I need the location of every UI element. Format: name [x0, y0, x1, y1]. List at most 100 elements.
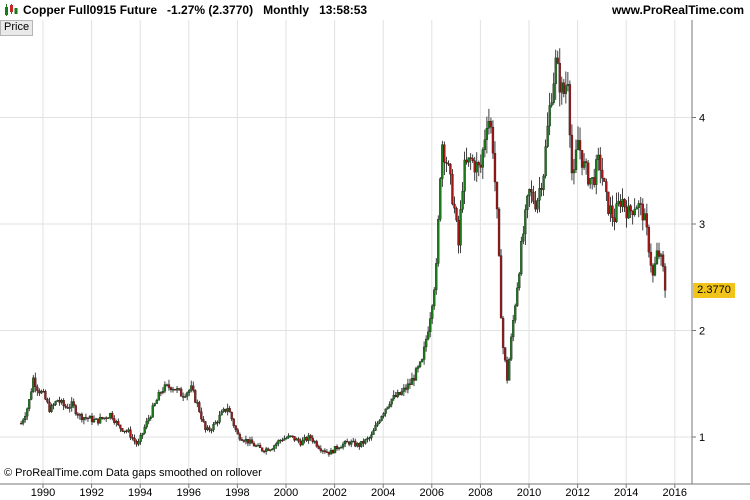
candle-body — [611, 205, 614, 219]
candle-body — [48, 401, 51, 412]
candle-body — [94, 418, 98, 420]
candle-body — [536, 200, 539, 210]
candle-body — [356, 443, 359, 447]
candle-body — [601, 169, 604, 179]
candle-body — [473, 160, 476, 173]
candle-body — [631, 210, 634, 216]
candle-body — [337, 447, 341, 450]
time-axis: 1990 1992 1994 1996 1998 2000 2002 2004 2006 2008… — [31, 484, 687, 499]
candle-body — [206, 427, 209, 430]
candle-body — [360, 441, 363, 447]
candle-body — [131, 437, 134, 439]
candle-body — [24, 416, 27, 421]
candle-body — [548, 105, 551, 127]
candle-body — [135, 440, 138, 445]
candle-body — [568, 84, 572, 136]
candle-body — [552, 83, 555, 103]
chart-grid — [0, 20, 692, 484]
candle-body — [534, 201, 537, 210]
candle-body — [449, 164, 452, 175]
candle-body — [651, 265, 655, 276]
candle-body — [641, 203, 644, 221]
candle-body — [277, 440, 280, 444]
price-panel-tab[interactable]: Price — [0, 20, 34, 36]
candle-body — [285, 437, 288, 440]
candle-body — [437, 219, 440, 264]
candle-body — [404, 387, 408, 390]
candle-body — [643, 213, 646, 221]
candle-body — [605, 181, 608, 193]
candle-body — [558, 62, 561, 93]
candle-body — [222, 408, 225, 412]
candle-body — [258, 444, 262, 448]
candle-body — [362, 441, 365, 444]
candle-body — [143, 426, 146, 434]
candle-body — [497, 208, 501, 256]
candle-body — [410, 378, 414, 385]
candlestick-logo-icon — [5, 4, 18, 16]
candle-body — [121, 428, 124, 432]
candle-body — [224, 408, 227, 412]
candle-body — [260, 447, 264, 452]
candle-body — [589, 178, 592, 185]
candle-body — [457, 219, 460, 246]
candle-body — [540, 188, 543, 190]
candle-body — [599, 154, 602, 171]
candle-body — [503, 347, 507, 361]
candle-body — [127, 429, 130, 432]
candle-body — [418, 361, 422, 367]
candle-body — [556, 57, 559, 64]
candle-body — [329, 450, 333, 455]
candle-body — [621, 198, 624, 207]
candle-body — [46, 399, 49, 403]
candle-body — [613, 217, 616, 223]
candle-body — [443, 144, 446, 163]
candle-body — [84, 417, 88, 419]
candle-body — [254, 445, 258, 447]
candle-body — [214, 421, 217, 425]
candle-body — [544, 146, 547, 177]
x-tick-label: 2010 — [517, 487, 541, 499]
candle-body — [107, 417, 110, 419]
candle-body — [42, 391, 45, 393]
candle-body — [40, 391, 43, 394]
candle-body — [103, 417, 106, 419]
candle-body — [584, 161, 588, 164]
candle-body — [520, 241, 523, 275]
x-tick-label: 2012 — [565, 487, 589, 499]
candle-body — [169, 387, 173, 390]
candle-body — [372, 430, 375, 435]
candle-body — [319, 448, 322, 451]
candle-body — [76, 413, 79, 416]
candle-body — [516, 287, 519, 306]
x-tick-label: 2002 — [322, 487, 346, 499]
candle-body — [566, 84, 570, 86]
candle-body — [86, 417, 90, 420]
candle-body — [406, 383, 410, 390]
candle-body — [228, 408, 231, 413]
candle-body — [208, 427, 211, 431]
candle-body — [179, 388, 183, 397]
candle-body — [267, 448, 270, 451]
candle-body — [422, 346, 426, 360]
candle-body — [113, 418, 116, 423]
candle-body — [576, 140, 580, 151]
candle-body — [343, 440, 347, 445]
candle-body — [625, 206, 628, 219]
candle-body — [451, 174, 454, 205]
candle-body — [256, 444, 260, 447]
candle-body — [151, 405, 154, 418]
candle-body — [538, 188, 541, 201]
candle-body — [44, 391, 47, 400]
candle-body — [147, 418, 150, 422]
candle-body — [210, 429, 213, 432]
candle-body — [483, 139, 487, 150]
candle-body — [376, 422, 379, 426]
brand-link[interactable]: www.ProRealTime.com — [611, 3, 744, 17]
candle-body — [177, 388, 181, 390]
candle-body — [378, 420, 381, 424]
candle-body — [34, 377, 37, 388]
candle-body — [514, 305, 517, 321]
x-tick-label: 1998 — [225, 487, 249, 499]
